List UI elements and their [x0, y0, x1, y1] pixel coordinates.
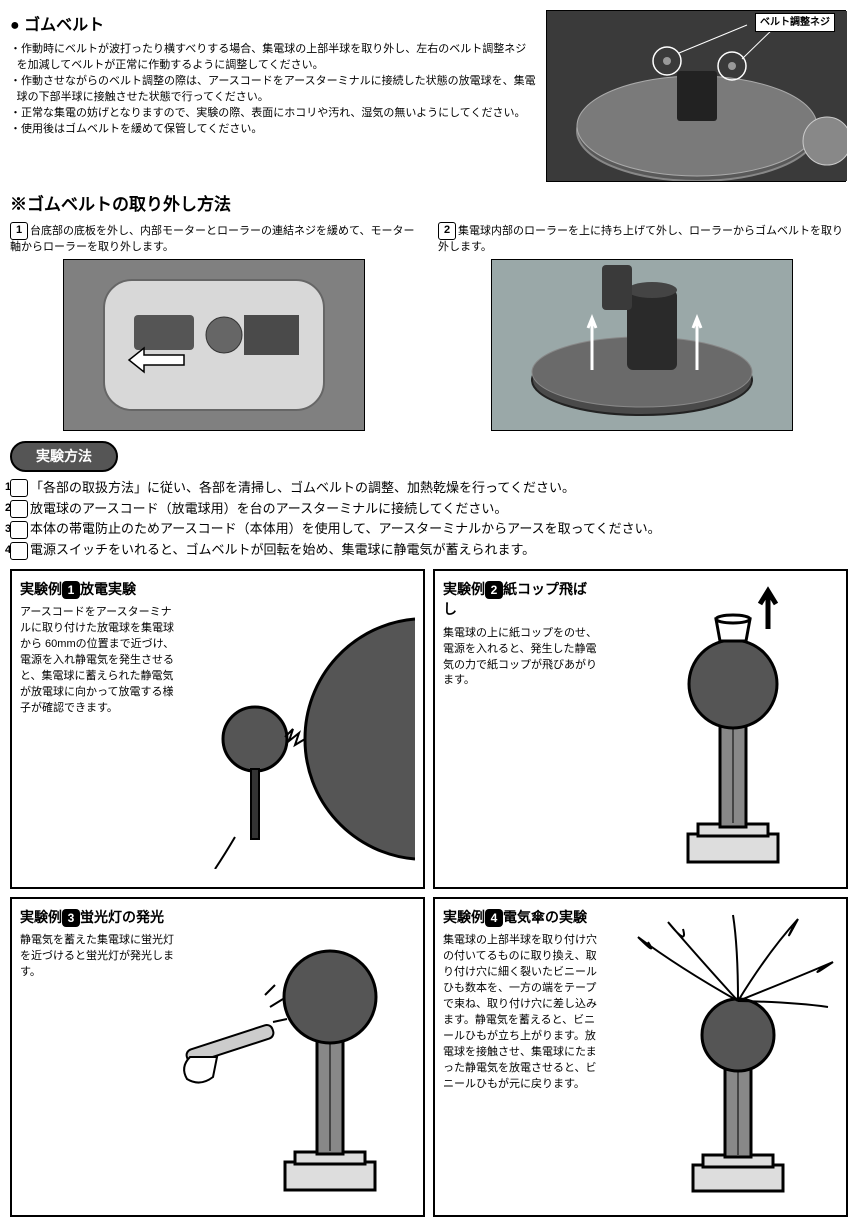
experiment-body: 集電球の上部半球を取り付け穴の付いてるものに取り換え、取り付け穴に細く裂いたビニ…: [443, 933, 598, 1092]
method-header: 実験方法: [10, 441, 118, 472]
experiment-4-figure: [598, 907, 838, 1197]
experiment-box-1: 実験例1放電実験 アースコードをアースターミナルに取り付けた放電球を集電球から …: [10, 569, 425, 889]
removal-illustration-1: [64, 260, 364, 430]
removal-illustration-2: [492, 260, 792, 430]
removal-step1-body: 台底部の底板を外し、内部モーターとローラーの連結ネジを緩めて、モーター軸からロー…: [10, 224, 414, 252]
experiment-number-icon: 2: [485, 581, 503, 599]
experiment-title-text: 放電実験: [80, 581, 136, 597]
method-step-text: 本体の帯電防止のためアースコード（本体用）を使用して、アースターミナルからアース…: [30, 521, 661, 536]
removal-photo-1: [63, 259, 365, 431]
method-step-text: 放電球のアースコード（放電球用）を台のアースターミナルに接続してください。: [30, 501, 507, 516]
experiment-title-text: 蛍光灯の発光: [80, 909, 164, 925]
belt-bullet: 使用後はゴムベルトを緩めて保管してください。: [10, 122, 536, 138]
step-number-icon: 3: [10, 521, 28, 539]
belt-bullet: 作動時にベルトが波打ったり横すべりする場合、集電球の上部半球を取り外し、左右のベ…: [10, 42, 536, 74]
experiment-number-icon: 1: [62, 581, 80, 599]
step-number-icon: 2: [438, 222, 456, 240]
photo-label-belt-screw: ベルト調整ネジ: [755, 13, 835, 32]
experiment-body: アースコードをアースターミナルに取り付けた放電球を集電球から 60mmの位置まで…: [20, 605, 175, 717]
method-step: 4電源スイッチをいれると、ゴムベルトが回転を始め、集電球に静電気が蓄えられます。: [10, 540, 846, 561]
removal-step2-body: 集電球内部のローラーを上に持ち上げて外し、ローラーからゴムベルトを取り外します。: [438, 224, 843, 252]
experiment-title: 実験例3蛍光灯の発光: [20, 907, 175, 927]
method-step-text: 「各部の取扱方法」に従い、各部を清掃し、ゴムベルトの調整、加熱乾燥を行ってくださ…: [30, 480, 575, 495]
experiment-box-4: 実験例4電気傘の実験 集電球の上部半球を取り付け穴の付いてるものに取り換え、取り…: [433, 897, 848, 1217]
method-step: 3本体の帯電防止のためアースコード（本体用）を使用して、アースターミナルからアー…: [10, 519, 846, 540]
experiment-title-text: 紙コップ飛ばし: [443, 581, 587, 617]
step-number-icon: 4: [10, 542, 28, 560]
step-number-icon: 1: [10, 222, 28, 240]
method-step: 2放電球のアースコード（放電球用）を台のアースターミナルに接続してください。: [10, 499, 846, 520]
belt-bullet-list: 作動時にベルトが波打ったり横すべりする場合、集電球の上部半球を取り外し、左右のベ…: [10, 42, 536, 138]
method-step: 1「各部の取扱方法」に従い、各部を清掃し、ゴムベルトの調整、加熱乾燥を行ってくだ…: [10, 478, 846, 499]
experiment-body: 静電気を蓄えた集電球に蛍光灯を近づけると蛍光灯が発光します。: [20, 933, 175, 981]
section-title-belt: ● ゴムベルト: [10, 14, 536, 38]
step-number-icon: 1: [10, 479, 28, 497]
experiment-1-figure: [175, 579, 415, 869]
removal-title: ※ゴムベルトの取り外し方法: [10, 192, 846, 218]
experiment-number-icon: 4: [485, 909, 503, 927]
experiment-2-figure: [598, 579, 838, 869]
experiment-number-icon: 3: [62, 909, 80, 927]
experiment-box-3: 実験例3蛍光灯の発光 静電気を蓄えた集電球に蛍光灯を近づけると蛍光灯が発光します…: [10, 897, 425, 1217]
experiment-body: 集電球の上に紙コップをのせ、電源を入れると、発生した静電気の力で紙コップが飛びあ…: [443, 626, 598, 690]
belt-bullet: 正常な集電の妨げとなりますので、実験の際、表面にホコリや汚れ、湿気の無いようにし…: [10, 106, 536, 122]
method-steps-list: 1「各部の取扱方法」に従い、各部を清掃し、ゴムベルトの調整、加熱乾燥を行ってくだ…: [10, 478, 846, 561]
method-step-text: 電源スイッチをいれると、ゴムベルトが回転を始め、集電球に静電気が蓄えられます。: [30, 542, 535, 557]
experiment-box-2: 実験例2紙コップ飛ばし 集電球の上に紙コップをのせ、電源を入れると、発生した静電…: [433, 569, 848, 889]
experiment-title: 実験例1放電実験: [20, 579, 175, 599]
experiment-title-text: 電気傘の実験: [503, 909, 587, 925]
belt-adjust-photo: ベルト調整ネジ: [546, 10, 846, 182]
belt-bullet: 作動させながらのベルト調整の際は、アースコードをアースターミナルに接続した状態の…: [10, 74, 536, 106]
removal-photo-2: [491, 259, 793, 431]
step-number-icon: 2: [10, 500, 28, 518]
experiment-title: 実験例2紙コップ飛ばし: [443, 579, 598, 620]
experiment-3-figure: [175, 907, 415, 1197]
removal-step1-text: 1台底部の底板を外し、内部モーターとローラーの連結ネジを緩めて、モーター軸からロ…: [10, 222, 418, 255]
removal-step2-text: 2集電球内部のローラーを上に持ち上げて外し、ローラーからゴムベルトを取り外します…: [438, 222, 846, 255]
experiment-title: 実験例4電気傘の実験: [443, 907, 598, 927]
belt-adjust-illustration: [547, 11, 847, 181]
